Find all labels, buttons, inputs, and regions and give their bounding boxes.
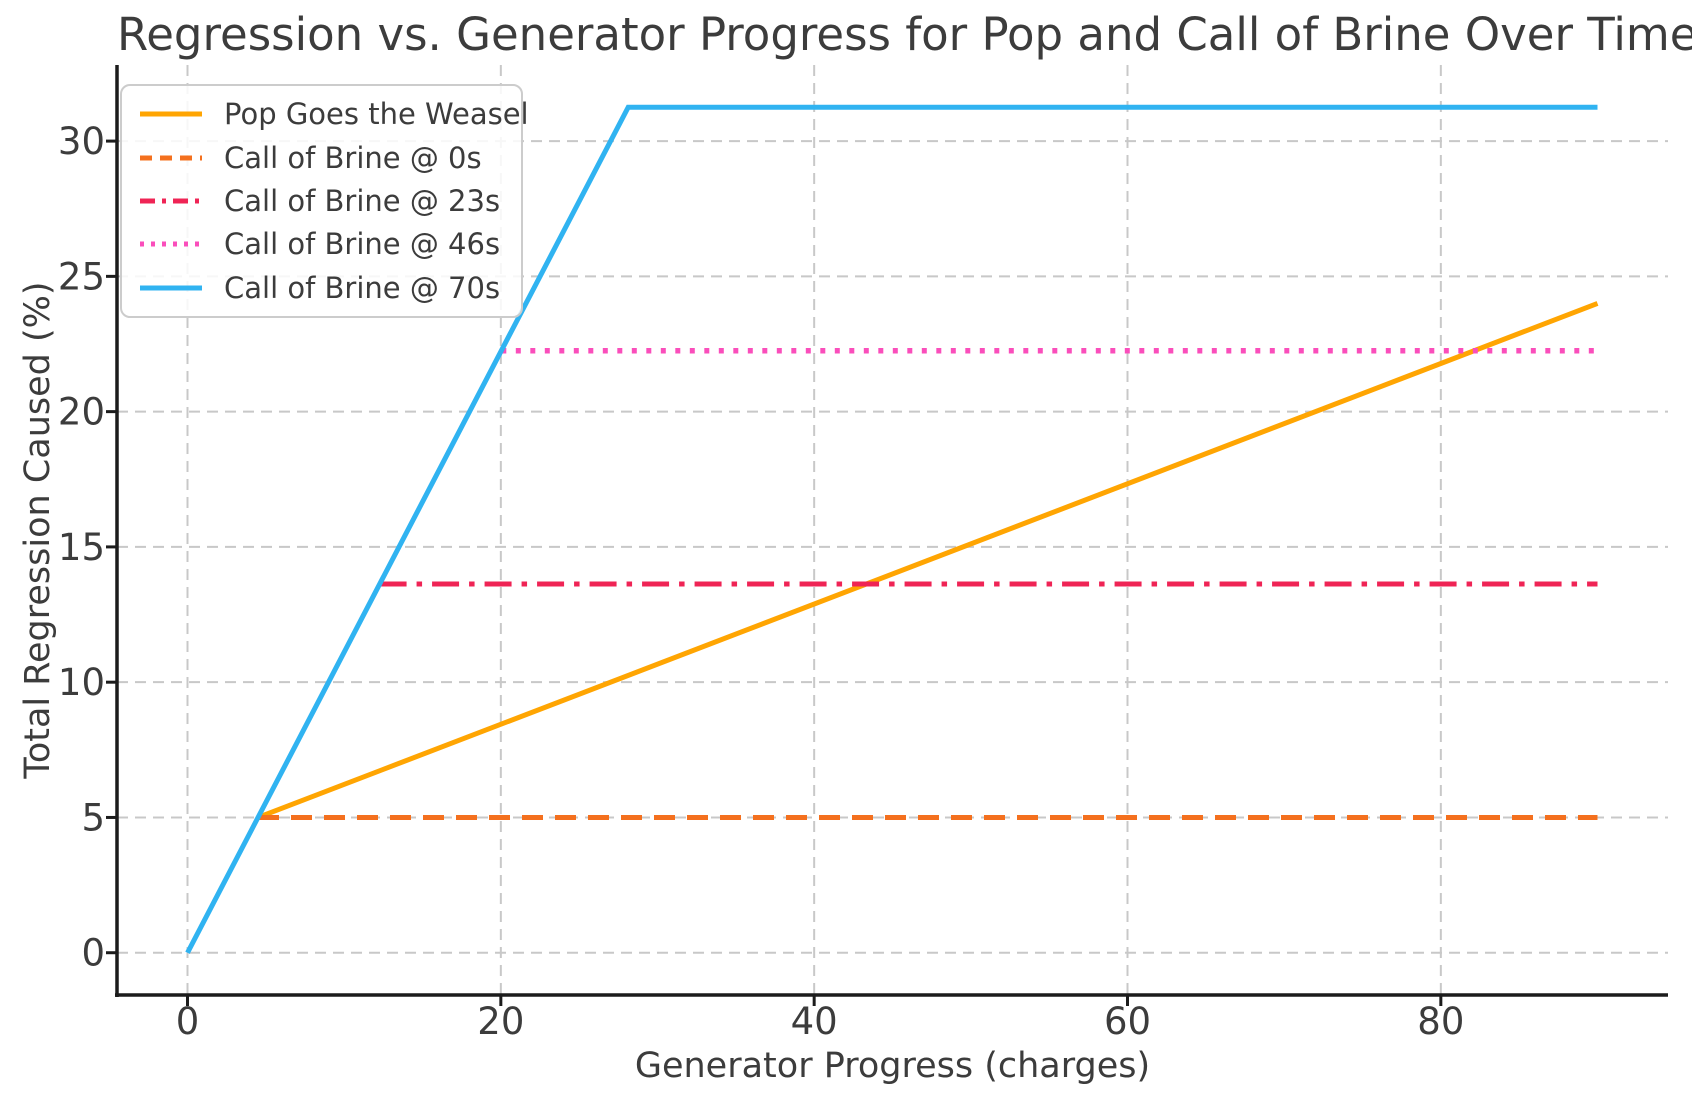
y-axis-label: Total Regression Caused (%) [18, 281, 58, 779]
legend-item: Call of Brine @ 70s [122, 271, 521, 305]
y-tick-label: 25 [58, 255, 105, 298]
x-tick-label: 60 [1104, 1000, 1151, 1043]
x-tick-label: 80 [1417, 1000, 1464, 1043]
legend-item-label: Pop Goes the Weasel [224, 97, 529, 132]
chart-title: Regression vs. Generator Progress for Po… [117, 8, 1692, 61]
x-axis-label: Generator Progress (charges) [634, 1046, 1151, 1086]
legend-item: Call of Brine @ 0s [122, 141, 521, 175]
legend-item-label: Call of Brine @ 23s [224, 183, 501, 218]
legend-line-sample-icon [140, 111, 202, 117]
legend-item: Call of Brine @ 46s [122, 227, 521, 261]
legend-item: Pop Goes the Weasel [122, 97, 529, 131]
x-axis-ticks: 0 20 40 60 80 [176, 995, 1464, 1043]
y-tick-label: 0 [81, 932, 105, 975]
x-tick-label: 40 [791, 1000, 838, 1043]
y-tick-label: 15 [58, 526, 105, 569]
legend-line-sample-icon [140, 198, 202, 204]
y-tick-label: 30 [58, 120, 105, 163]
legend-item-label: Call of Brine @ 0s [224, 140, 482, 175]
x-tick-label: 0 [176, 1000, 200, 1043]
y-tick-label: 20 [58, 391, 105, 434]
series-line-call-of-brine-70s [185, 104, 1598, 954]
y-axis-ticks: 0 5 10 15 20 25 30 [58, 120, 117, 975]
y-tick-label: 10 [58, 661, 105, 704]
legend-line-sample-icon [140, 285, 202, 291]
legend-item-label: Call of Brine @ 70s [224, 270, 501, 305]
y-tick-label: 5 [81, 796, 105, 839]
legend: Pop Goes the Weasel Call of Brine @ 0s Cal… [120, 84, 529, 318]
x-tick-label: 20 [477, 1000, 524, 1043]
legend-item-label: Call of Brine @ 46s [224, 227, 501, 262]
legend-item: Call of Brine @ 23s [122, 184, 521, 218]
legend-line-sample-icon [140, 155, 202, 161]
legend-line-sample-icon [140, 241, 202, 247]
series-line-pop-goes-the-weasel [257, 301, 1599, 820]
axes-spines [115, 65, 1668, 997]
